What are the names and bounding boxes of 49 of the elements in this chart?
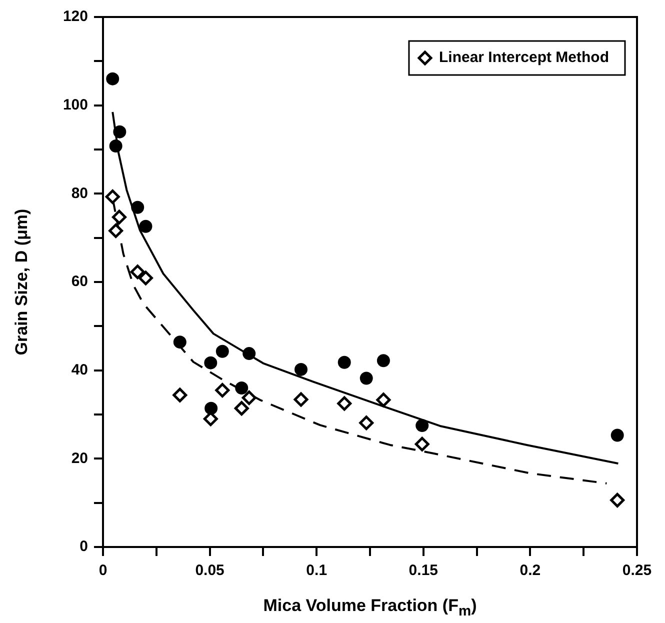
y-tick-label: 0 (80, 538, 88, 556)
point (203, 412, 218, 426)
point (610, 428, 624, 442)
point (376, 354, 390, 368)
x-tick-label: 0.2 (520, 562, 541, 580)
point (105, 190, 120, 204)
point (338, 356, 351, 369)
point (112, 210, 126, 224)
point (216, 344, 229, 358)
point (204, 356, 218, 370)
point (234, 401, 249, 416)
point (130, 264, 145, 280)
y-tick-label: 120 (62, 8, 88, 26)
point (610, 492, 625, 508)
x-tick-label: 0.05 (195, 562, 224, 580)
point (204, 402, 218, 415)
point (106, 72, 120, 86)
point (242, 347, 256, 360)
point (294, 362, 308, 376)
legend-label: Linear Intercept Method (438, 49, 610, 66)
point (416, 419, 429, 432)
point (113, 125, 126, 138)
point (138, 270, 153, 286)
point (139, 220, 152, 233)
x-axis-title: Mica Volume Fraction (F$_{m}$) (262, 596, 478, 620)
x-tick-label: 0.1 (306, 562, 328, 580)
y-axis-title: Grain Size, D (μm) (12, 208, 32, 356)
point (376, 392, 391, 408)
y-tick-label: 60 (71, 273, 88, 290)
point (337, 396, 352, 411)
y-tick-label: 20 (71, 450, 88, 467)
point (173, 336, 186, 349)
y-tick-label: 80 (71, 184, 88, 202)
point (108, 224, 124, 238)
x-tick-label: 0.15 (408, 562, 438, 580)
point (360, 372, 373, 385)
point (131, 200, 144, 214)
point (242, 390, 256, 405)
point (414, 436, 430, 452)
point (215, 382, 230, 398)
x-tick-label: 0.25 (622, 562, 652, 580)
point (294, 392, 308, 407)
y-tick-label: 100 (62, 96, 88, 114)
x-tick-label: 0 (98, 562, 108, 580)
point (109, 139, 122, 152)
point (235, 382, 248, 394)
y-tick-label: 40 (71, 361, 88, 378)
point (359, 416, 374, 430)
point (172, 388, 188, 402)
